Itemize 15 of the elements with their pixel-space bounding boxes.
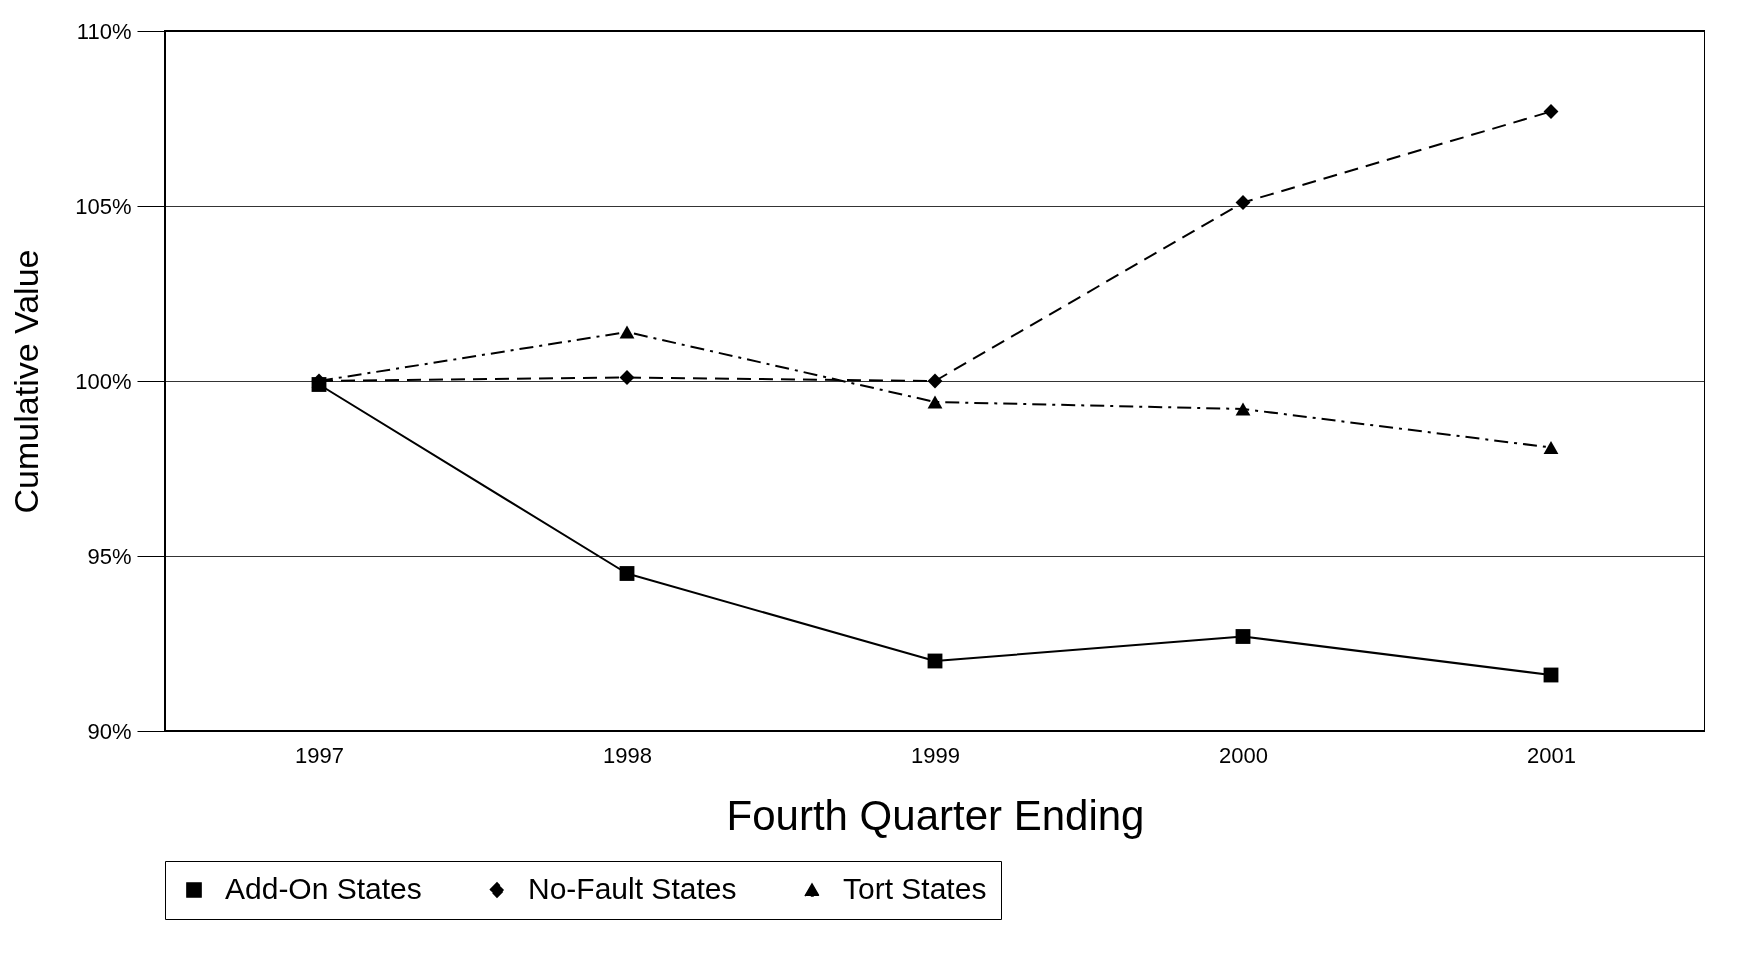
x-tick-label: 1997 xyxy=(295,742,344,768)
legend-label: Add-On States xyxy=(225,872,422,905)
legend-label: Tort States xyxy=(843,872,987,905)
y-tick-label: 95% xyxy=(87,543,132,569)
x-tick-label: 1999 xyxy=(911,742,960,768)
legend-label: No-Fault States xyxy=(528,872,737,905)
x-tick-label: 1998 xyxy=(603,742,652,768)
x-tick-label: 2000 xyxy=(1219,742,1268,768)
x-axis-title: Fourth Quarter Ending xyxy=(726,791,1145,839)
y-tick-label: 105% xyxy=(75,193,132,219)
y-axis-title: Cumulative Value xyxy=(7,249,46,514)
y-tick-label: 90% xyxy=(87,718,132,744)
x-tick-label: 2001 xyxy=(1527,742,1576,768)
y-tick-label: 100% xyxy=(75,368,132,394)
y-tick-label: 110% xyxy=(76,18,132,44)
